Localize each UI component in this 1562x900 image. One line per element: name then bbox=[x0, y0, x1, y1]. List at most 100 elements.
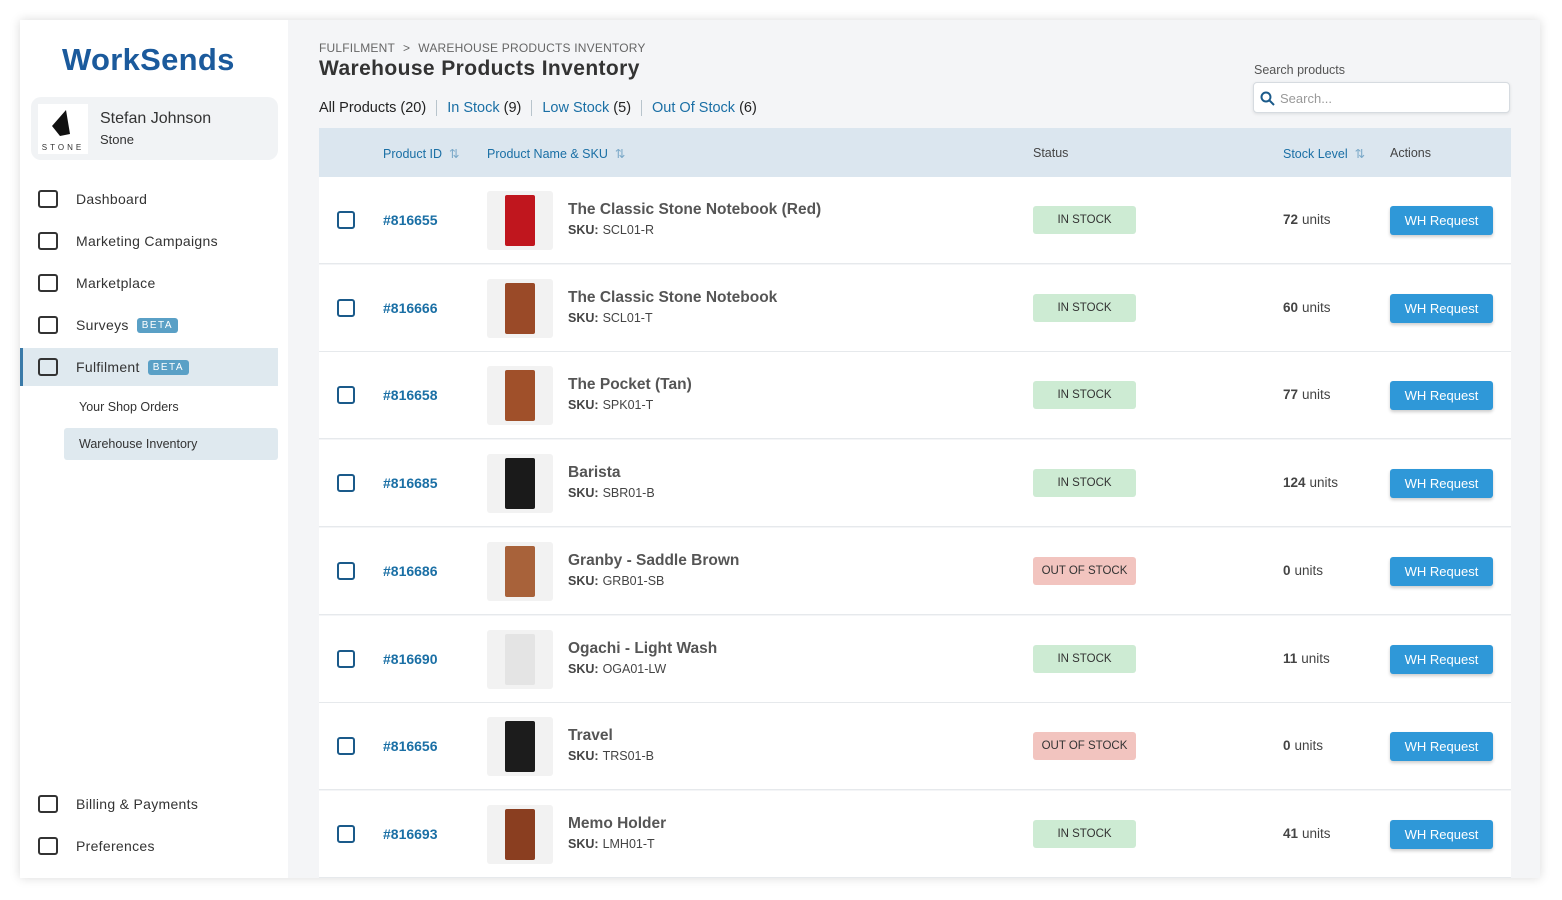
product-image bbox=[487, 366, 553, 426]
nav-label: Billing & Payments bbox=[76, 796, 199, 812]
column-header[interactable]: Stock Level ⇅ bbox=[1283, 146, 1365, 161]
product-sku: SKU: OGA01-LW bbox=[568, 662, 666, 676]
wh-request-button[interactable]: WH Request bbox=[1390, 381, 1493, 411]
column-header[interactable]: Product Name & SKU ⇅ bbox=[487, 146, 625, 161]
nav-item[interactable]: Dashboard bbox=[20, 180, 278, 218]
row-checkbox[interactable] bbox=[337, 211, 355, 229]
wh-request-button[interactable]: WH Request bbox=[1390, 732, 1493, 762]
product-sku: SKU: SPK01-T bbox=[568, 398, 653, 412]
product-image-shape bbox=[505, 370, 535, 422]
nav-badge: BETA bbox=[136, 317, 179, 333]
user-company: Stone bbox=[100, 132, 134, 147]
nav-item[interactable]: Fulfilment BETA bbox=[20, 348, 278, 386]
nav-icon bbox=[38, 837, 58, 855]
nav-label: Dashboard bbox=[76, 191, 148, 207]
product-image-shape bbox=[505, 633, 535, 685]
search-icon bbox=[1260, 91, 1275, 106]
table-row: #816666 The Classic Stone Notebook SKU: SCL… bbox=[319, 264, 1511, 352]
product-id[interactable]: #816693 bbox=[383, 825, 438, 842]
sku-value: OGA01-LW bbox=[602, 661, 667, 676]
filter-tab[interactable]: All Products (20) bbox=[319, 100, 436, 116]
product-id[interactable]: #816685 bbox=[383, 475, 438, 492]
nav-item[interactable]: Surveys BETA bbox=[20, 306, 278, 344]
search-input[interactable]: Search... bbox=[1253, 82, 1510, 113]
breadcrumb: FULFILMENT > WAREHOUSE PRODUCTS INVENTORY bbox=[319, 41, 654, 55]
product-id[interactable]: #816686 bbox=[383, 562, 438, 579]
product-sku: SKU: GRB01-SB bbox=[568, 574, 664, 588]
product-sku: SKU: SCL01-T bbox=[568, 311, 653, 325]
wh-request-button[interactable]: WH Request bbox=[1390, 819, 1493, 849]
product-id[interactable]: #816666 bbox=[383, 299, 438, 316]
sku-label: SKU: bbox=[568, 310, 599, 325]
nav-item[interactable]: Preferences bbox=[20, 827, 278, 865]
sku-label: SKU: bbox=[568, 486, 599, 501]
product-id[interactable]: #816655 bbox=[383, 212, 438, 228]
stock-level: 41 units bbox=[1283, 826, 1331, 841]
row-checkbox[interactable] bbox=[337, 298, 355, 317]
subnav-item[interactable]: Warehouse Inventory bbox=[64, 428, 278, 460]
product-sku: SKU: SBR01-B bbox=[568, 486, 655, 500]
wh-request-button[interactable]: WH Request bbox=[1390, 556, 1493, 586]
product-name: Travel bbox=[568, 727, 613, 745]
nav-item[interactable]: Billing & Payments bbox=[20, 785, 278, 823]
column-header[interactable]: Product ID ⇅ bbox=[383, 146, 459, 161]
user-card[interactable]: STONE Stefan Johnson Stone bbox=[31, 97, 278, 160]
stock-level: 0 units bbox=[1283, 563, 1323, 578]
product-name: Barista bbox=[568, 464, 621, 482]
nav-item[interactable]: Marketplace bbox=[20, 264, 278, 302]
tab-label: All Products bbox=[319, 100, 397, 116]
product-id[interactable]: #816658 bbox=[383, 387, 438, 404]
nav-icon bbox=[38, 274, 58, 292]
stock-unit: units bbox=[1309, 475, 1339, 491]
wh-request-button[interactable]: WH Request bbox=[1390, 469, 1493, 499]
product-image bbox=[487, 454, 553, 514]
wh-request-button[interactable]: WH Request bbox=[1390, 293, 1493, 323]
status-badge: IN STOCK bbox=[1033, 819, 1136, 848]
nav-icon bbox=[38, 232, 58, 250]
product-sku: SKU: LMH01-T bbox=[568, 837, 655, 851]
user-name: Stefan Johnson bbox=[100, 110, 212, 127]
nav-item[interactable]: Marketing Campaigns bbox=[20, 222, 278, 260]
stock-level: 60 units bbox=[1283, 300, 1331, 315]
subnav-item[interactable]: Your Shop Orders bbox=[79, 400, 179, 414]
company-logo: STONE bbox=[38, 104, 88, 154]
row-checkbox[interactable] bbox=[337, 561, 355, 580]
filter-tab[interactable]: In Stock (9) bbox=[436, 100, 531, 116]
nav-label: Surveys bbox=[76, 317, 129, 333]
product-id[interactable]: #816690 bbox=[383, 650, 438, 667]
status-badge: IN STOCK bbox=[1033, 644, 1136, 673]
stock-level: 0 units bbox=[1283, 738, 1323, 753]
column-label: Actions bbox=[1390, 146, 1431, 160]
nav-icon bbox=[38, 316, 58, 334]
wh-request-button[interactable]: WH Request bbox=[1390, 206, 1493, 235]
stock-value: 0 bbox=[1283, 562, 1291, 578]
sku-label: SKU: bbox=[568, 223, 599, 237]
product-image bbox=[487, 541, 553, 601]
stock-level: 124 units bbox=[1283, 475, 1338, 490]
row-checkbox[interactable] bbox=[337, 737, 355, 756]
product-name: Memo Holder bbox=[568, 814, 667, 832]
product-image bbox=[487, 717, 553, 777]
sidebar: WorkSends STONE Stefan Johnson Stone Das… bbox=[20, 20, 288, 878]
filter-tab[interactable]: Out Of Stock (6) bbox=[641, 100, 767, 116]
row-checkbox[interactable] bbox=[337, 824, 355, 843]
company-logo-text: STONE bbox=[41, 143, 85, 152]
row-checkbox[interactable] bbox=[337, 649, 355, 668]
row-checkbox[interactable] bbox=[337, 386, 355, 405]
product-id[interactable]: #816656 bbox=[383, 738, 438, 755]
wh-request-button[interactable]: WH Request bbox=[1390, 644, 1493, 674]
stock-value: 72 bbox=[1283, 212, 1299, 227]
page-title: Warehouse Products Inventory bbox=[319, 57, 640, 80]
logo[interactable]: WorkSends bbox=[62, 42, 235, 77]
sku-value: SCL01-T bbox=[602, 310, 653, 325]
row-checkbox[interactable] bbox=[337, 474, 355, 493]
nav-icon bbox=[38, 358, 58, 376]
status-badge: IN STOCK bbox=[1033, 206, 1136, 234]
tab-count: (5) bbox=[613, 100, 632, 116]
filter-tab[interactable]: Low Stock (5) bbox=[531, 100, 641, 116]
table-row: #816690 Ogachi - Light Wash SKU: OGA01-LW IN… bbox=[319, 615, 1511, 703]
product-name: The Pocket (Tan) bbox=[568, 376, 692, 394]
product-image bbox=[487, 191, 553, 250]
product-image-shape bbox=[505, 808, 535, 860]
product-image-shape bbox=[505, 282, 535, 334]
